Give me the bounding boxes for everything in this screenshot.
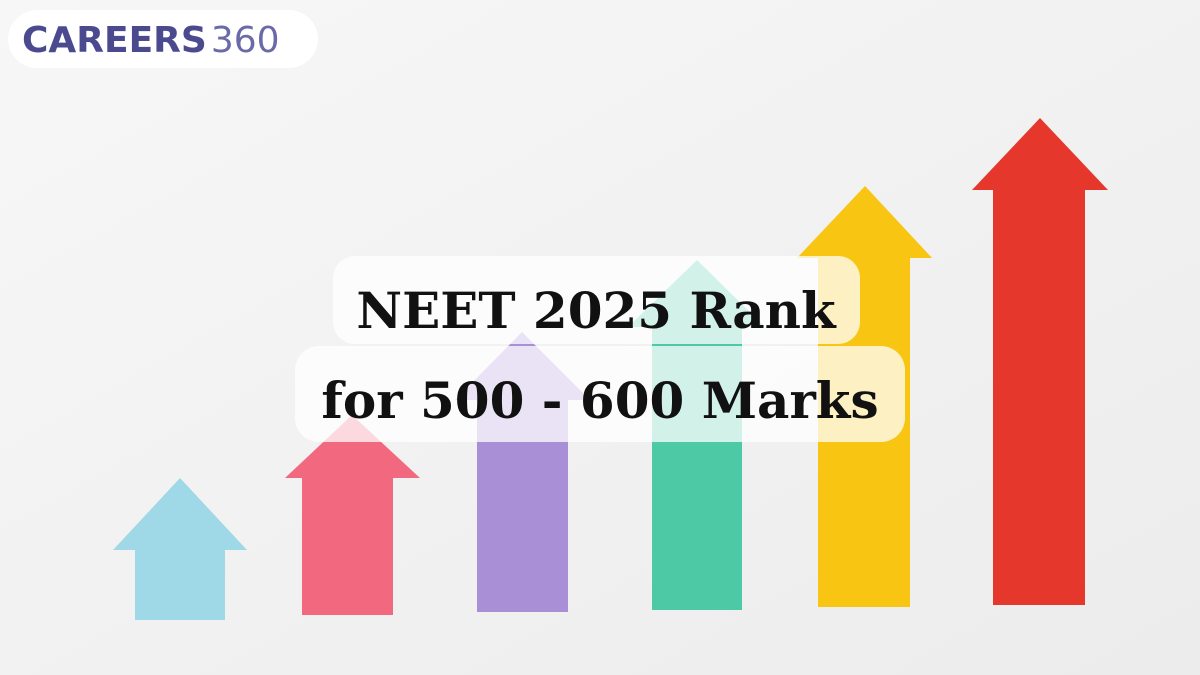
arrow-pink [285,415,420,615]
headline-box [295,346,905,442]
arrow-cyan [113,478,247,620]
headline-line: NEET 2025 Rank [356,281,837,340]
logo-pill [8,10,318,68]
logo: CAREERS 360 [22,20,280,61]
arrow-red [972,118,1108,605]
logo-number: 360 [211,20,280,61]
logo-brand: CAREERS [22,20,207,61]
headline-box [333,256,860,344]
headline-line: for 500 - 600 Marks [321,371,878,430]
